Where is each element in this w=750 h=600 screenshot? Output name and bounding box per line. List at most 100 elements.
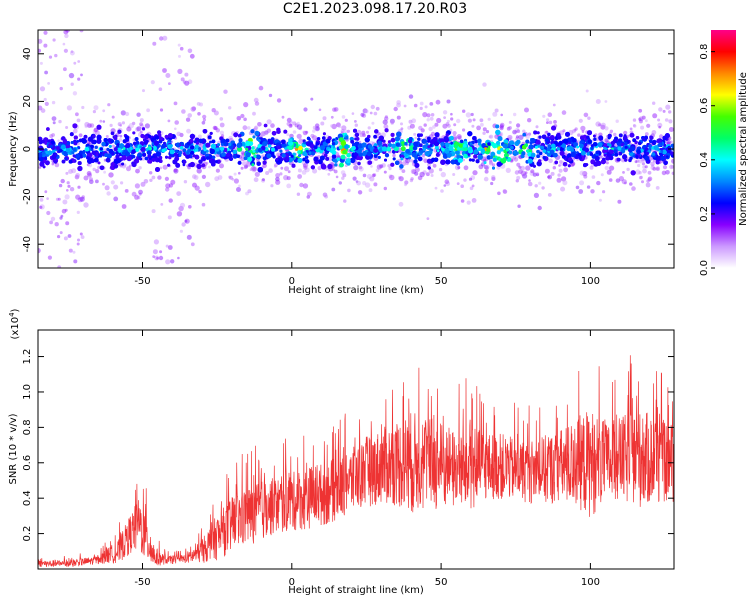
spectrogram-point: [638, 171, 642, 175]
spectrogram-point: [583, 174, 588, 179]
spectrogram-point: [301, 160, 307, 166]
spectrogram-point: [323, 153, 328, 158]
spectrogram-point: [124, 135, 130, 140]
spectrogram-point: [253, 154, 257, 158]
spectrogram-point: [178, 54, 181, 58]
spectrogram-point: [597, 142, 603, 148]
spectrogram-point: [547, 175, 550, 179]
spectrogram-point: [369, 111, 373, 115]
spectrogram-point: [46, 127, 50, 131]
spectrogram-point: [655, 160, 660, 165]
spectrogram-point: [433, 157, 439, 162]
spectrogram-point: [72, 123, 78, 129]
spectrogram-point: [455, 150, 460, 155]
spectrogram-point: [245, 147, 249, 151]
spectrogram-point: [202, 129, 208, 134]
spectrogram-point: [540, 145, 545, 150]
spectrogram-point: [606, 142, 610, 147]
spectrogram-point: [562, 180, 568, 186]
spectrogram-point: [444, 148, 450, 154]
spectrogram-point: [535, 140, 541, 145]
spectrogram-point: [589, 152, 593, 156]
spectrogram-point: [202, 157, 206, 161]
spectrogram-point: [426, 217, 430, 221]
spectrogram-point: [189, 138, 194, 143]
spectrogram-point: [622, 154, 628, 160]
snr-ytick-label: 0.8: [22, 419, 33, 435]
spectrogram-point: [95, 179, 99, 184]
spectrogram-point: [425, 142, 429, 146]
spectrogram-point: [317, 159, 323, 165]
spectrogram-point: [580, 125, 586, 131]
spectrogram-point: [184, 72, 189, 77]
spectrogram-point: [51, 162, 55, 166]
spectrogram-point: [596, 180, 601, 186]
spectrogram-point: [262, 163, 267, 168]
spectrogram-point: [369, 176, 375, 182]
spectrogram-point: [285, 156, 290, 162]
spectrogram-point: [264, 130, 269, 135]
spectrogram-point: [568, 138, 573, 142]
spectrogram-point: [575, 185, 580, 190]
spectrogram-point: [167, 215, 172, 220]
spectrogram-point: [644, 135, 648, 140]
spectrogram-point: [600, 173, 604, 177]
spectrogram-point: [104, 153, 108, 157]
spectrogram-point: [281, 142, 287, 148]
spectrogram-point: [220, 146, 225, 151]
spectrogram-point: [662, 165, 668, 170]
spectrogram-point: [413, 159, 418, 164]
spectrogram-point: [417, 137, 421, 141]
spectrogram-point: [59, 231, 63, 235]
spectrogram-point: [484, 169, 489, 174]
spectrogram-point: [646, 179, 650, 183]
spectrogram-point: [567, 164, 571, 168]
spectrogram-point: [490, 151, 496, 157]
spectrogram-point: [651, 130, 657, 135]
spectrogram-point: [153, 140, 159, 146]
spectrogram-point: [119, 134, 123, 138]
spectrogram-point: [103, 170, 106, 174]
spectrogram-point: [92, 110, 96, 114]
spectrogram-point: [165, 183, 171, 189]
spectrogram-point: [184, 80, 190, 86]
spectrogram-point: [405, 158, 411, 164]
spectrogram-point: [616, 141, 620, 145]
spectrogram-point: [617, 199, 622, 204]
spectrogram-point: [427, 162, 431, 167]
spectrogram-point: [387, 164, 391, 168]
spectrogram-point: [267, 144, 272, 148]
spectrogram-point: [560, 186, 566, 192]
spectrogram-point: [347, 188, 351, 193]
spectrogram-point: [69, 132, 74, 137]
spectrogram-point: [371, 121, 375, 125]
spectrogram-point: [533, 156, 537, 160]
spectrogram-point: [107, 138, 112, 143]
spectrogram-point: [593, 134, 596, 138]
spectrogram-point: [325, 138, 331, 144]
spectrogram-point: [556, 147, 561, 151]
spectrogram-point: [219, 130, 225, 135]
spectrogram-point: [648, 154, 651, 158]
spectrogram-point: [99, 147, 104, 151]
spectrogram-point: [314, 126, 320, 132]
spectrogram-point: [72, 91, 78, 96]
spectrogram-point: [205, 142, 211, 148]
spectrogram-point: [469, 142, 473, 146]
spectrogram-point: [549, 135, 555, 140]
spectrogram-point: [113, 147, 118, 152]
spectrogram-point: [527, 158, 533, 164]
spectrogram-point: [276, 145, 281, 150]
spectrogram-point: [343, 199, 347, 203]
spectrogram-point: [644, 147, 649, 151]
spectrogram-point: [341, 115, 346, 119]
spectrogram-point: [393, 106, 398, 112]
spectrogram-point: [515, 127, 520, 132]
spectrogram-point: [44, 142, 48, 145]
spectrogram-point: [108, 144, 112, 148]
spectrogram-point: [46, 210, 51, 216]
spectrogram-point: [179, 202, 186, 208]
spectrogram-point: [60, 178, 65, 184]
spectrogram-point: [551, 143, 556, 149]
